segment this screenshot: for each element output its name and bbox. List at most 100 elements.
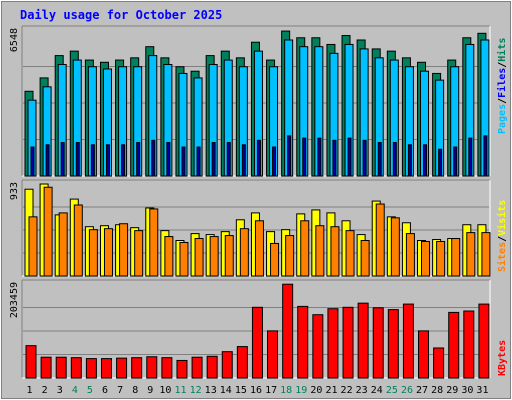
pages-bar [166,142,171,177]
sites-bar [481,232,491,277]
x-tick-label: 19 [295,385,307,396]
pages-bar [226,142,231,177]
x-tick-label: 31 [476,385,488,396]
x-tick-label: 25 [386,385,398,396]
x-tick-label: 4 [72,385,78,396]
pages-bar [423,144,428,177]
pages-bar [407,144,412,177]
sites-bar [390,217,400,277]
sites-bar [375,203,385,277]
right-legend-3: KBytes [497,340,508,376]
pages-bar [392,142,397,177]
sites-bar [194,238,204,277]
x-tick-label: 9 [147,385,153,396]
pages-bar [287,135,292,177]
sites-bar [43,186,53,277]
kbytes-bar [463,310,475,379]
x-tick-label: 10 [159,385,171,396]
kbytes-bar [448,311,460,379]
sites-bar [345,230,355,277]
pages-bar [468,137,473,177]
pages-bar [90,144,95,177]
kbytes-bar [312,314,324,379]
x-tick-label: 24 [371,385,383,396]
pages-bar [196,146,201,177]
pages-bar [438,148,443,177]
x-tick-label: 20 [310,385,322,396]
kbytes-bar [267,330,279,379]
pages-bar [347,137,352,177]
legend-files: Files [496,68,508,98]
pages-bar [453,146,458,177]
kbytes-bar [297,305,309,379]
kbytes-bar [85,358,97,379]
pages-bar [136,142,141,177]
kbytes-bar [131,357,143,379]
x-tick-label: 13 [205,385,217,396]
kbytes-bar [146,356,158,379]
sites-bar [239,228,249,277]
kbytes-bar [25,345,37,379]
sites-bar [254,220,264,277]
pages-bar [317,137,322,177]
x-tick-label: 12 [190,385,202,396]
legend-visits: Visits [496,200,508,236]
y-max-label-1: 6548 [9,28,20,52]
sites-bar [28,216,38,277]
x-tick-label: 5 [87,385,93,396]
sites-bar [360,240,370,277]
kbytes-bar [402,303,414,379]
kbytes-bar [191,356,203,379]
chart-title: Daily usage for October 2025 [20,8,222,22]
sites-bar [209,236,219,277]
sites-bar [73,204,83,277]
kbytes-bar [282,283,294,379]
pages-bar [75,142,80,177]
kbytes-bar [327,308,339,379]
sites-bar [58,212,68,277]
pages-bar [211,142,216,177]
legend-pages: Pages [497,104,508,134]
pages-bar [483,135,488,177]
kbytes-bar [100,358,112,379]
sites-bar [270,242,280,277]
x-tick-label: 6 [102,385,108,396]
pages-bar [377,142,382,177]
kbytes-bar [161,357,173,379]
kbytes-bar [372,307,384,379]
kbytes-bar [251,306,263,379]
sites-bar [149,208,159,277]
kbytes-bar [40,356,52,379]
pages-bar [45,144,50,177]
x-tick-label: 7 [117,385,123,396]
x-tick-label: 15 [235,385,247,396]
kbytes-bar [116,357,128,379]
sites-bar [119,223,129,277]
sites-bar [164,236,174,277]
x-tick-label: 11 [174,385,186,396]
kbytes-bar [176,359,188,379]
pages-bar [151,139,156,177]
kbytes-bar [55,356,67,379]
kbytes-bar [387,309,399,379]
x-tick-label: 8 [132,385,138,396]
sites-bar [466,232,476,277]
x-tick-label: 22 [341,385,353,396]
x-tick-label: 21 [325,385,337,396]
sites-bar [88,229,98,277]
pages-bar [30,146,35,177]
pages-bar [302,137,307,177]
x-tick-label: 3 [57,385,63,396]
sites-bar [103,228,113,277]
kbytes-bar [418,330,430,379]
legend-hits: Hits [496,38,508,62]
right-legend-2: Sites/Visits [496,200,508,272]
pages-bar [60,142,65,177]
kbytes-bar [70,357,82,379]
sites-bar [330,226,340,277]
pages-bar [105,144,110,177]
y-max-label-2: 933 [9,182,20,200]
x-tick-label: 18 [280,385,292,396]
